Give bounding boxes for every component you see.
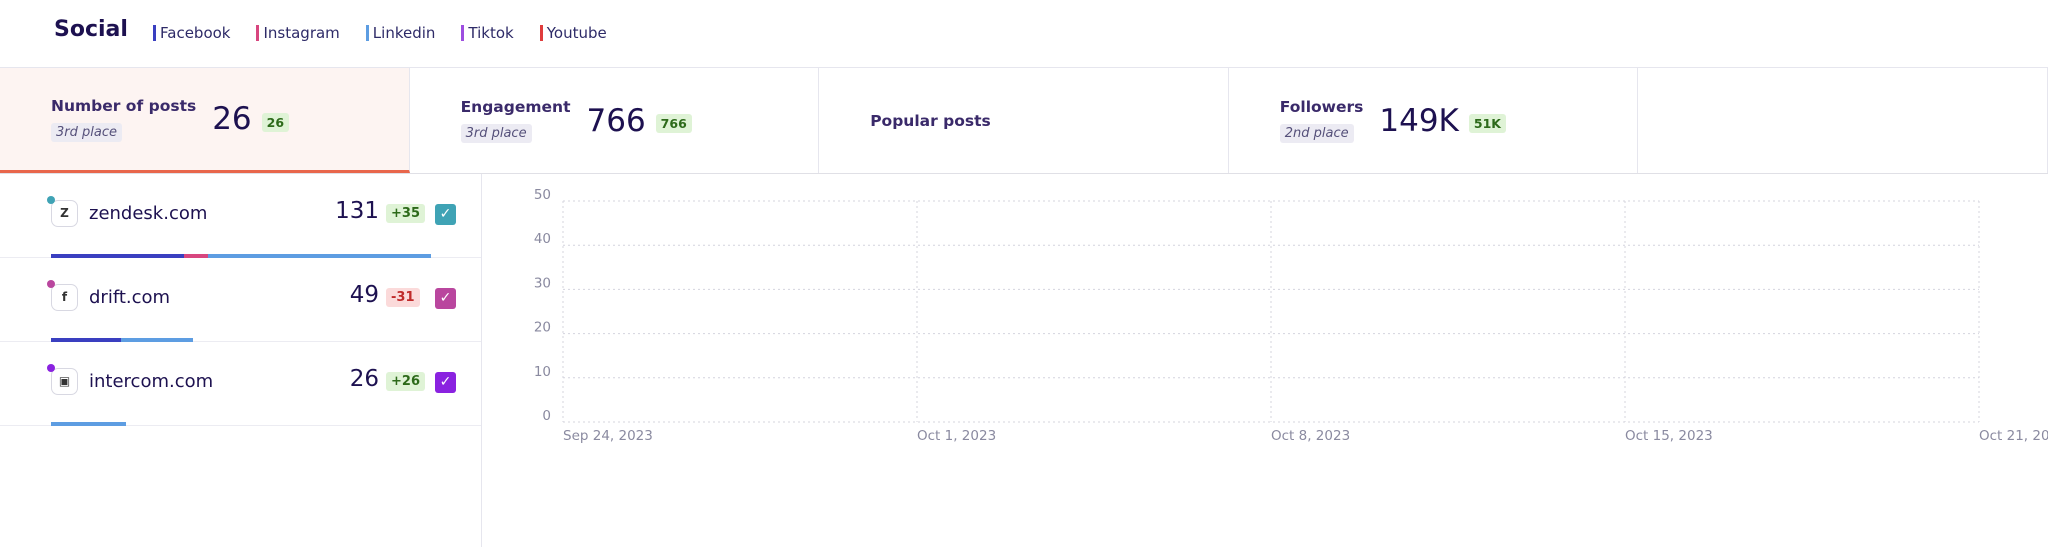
legend-swatch xyxy=(153,25,156,41)
site-icon: f xyxy=(51,284,78,311)
header: Social Facebook Instagram Linkedin Tiktok Yo… xyxy=(0,0,2048,68)
site-dot xyxy=(47,196,55,204)
metric-rank: 2nd place xyxy=(1279,124,1354,143)
metric-rank: 3rd place xyxy=(51,122,122,142)
site-change: +35 xyxy=(386,204,425,223)
y-tick-label: 30 xyxy=(534,275,551,291)
x-tick-label: Oct 8, 2023 xyxy=(1271,428,1350,444)
y-tick-label: 50 xyxy=(534,187,551,203)
breakdown-bar xyxy=(120,338,194,342)
metric-badge: 766 xyxy=(655,114,692,133)
breakdown-bar xyxy=(51,338,121,342)
metric-label-block: Followers 2nd place xyxy=(1279,98,1364,143)
metric-label: Engagement xyxy=(460,98,571,116)
site-name: intercom.com xyxy=(89,371,214,392)
legend-label: Linkedin xyxy=(372,24,436,42)
x-tick-label: Sep 24, 2023 xyxy=(563,428,653,444)
site-total: 131 xyxy=(335,198,379,224)
site-name: drift.com xyxy=(89,287,171,308)
y-tick-label: 10 xyxy=(534,364,551,380)
metric-tab[interactable] xyxy=(1638,68,2048,173)
site-checkbox[interactable]: ✓ xyxy=(435,204,456,225)
site-total: 26 xyxy=(349,366,379,392)
site-icon: Z xyxy=(51,200,78,227)
site-change: +26 xyxy=(386,372,425,391)
title: Social xyxy=(54,17,128,42)
legend-item[interactable]: Linkedin xyxy=(365,24,436,42)
site-dot xyxy=(47,364,55,372)
legend-item[interactable]: Tiktok xyxy=(461,24,514,42)
metric-value: 149K xyxy=(1379,102,1459,139)
metric-rank: 3rd place xyxy=(460,124,532,143)
site-total: 49 xyxy=(349,282,379,308)
legend-item[interactable]: Youtube xyxy=(539,24,607,42)
site-icon: ▣ xyxy=(51,368,78,395)
metric-label: Number of posts xyxy=(51,96,197,115)
site-change: -31 xyxy=(386,288,420,307)
y-tick-label: 20 xyxy=(534,320,551,336)
legend-item[interactable]: Instagram xyxy=(256,24,340,42)
metric-label-block: Number of posts 3rd place xyxy=(51,97,196,142)
legend-item[interactable]: Facebook xyxy=(153,24,230,42)
metric-badge: 51K xyxy=(1468,114,1506,133)
legend: Facebook Instagram Linkedin Tiktok Youtube xyxy=(153,24,607,42)
site-name: zendesk.com xyxy=(89,203,208,224)
metric-label-block: Popular posts xyxy=(870,112,991,130)
chart: 0 10 20 30 40 50 Sep 24, 2023 Oct 1, 2023 Oct 8,… xyxy=(534,187,2048,444)
metric-value: 26 xyxy=(212,101,252,137)
metric-value: 766 xyxy=(586,102,646,139)
legend-swatch xyxy=(365,25,369,41)
legend-swatch xyxy=(539,25,543,41)
breakdown-bar xyxy=(51,422,127,426)
legend-label: Facebook xyxy=(160,24,231,42)
metric-label: Followers xyxy=(1279,98,1364,116)
breakdown-bar xyxy=(51,254,185,258)
site-row: ▣ intercom.com 26 +26 ✓ xyxy=(0,342,481,426)
site-checkbox[interactable]: ✓ xyxy=(435,372,456,393)
x-tick-label: Oct 1, 2023 xyxy=(917,428,996,444)
legend-label: Instagram xyxy=(263,24,340,42)
site-checkbox[interactable]: ✓ xyxy=(435,288,456,309)
site-dot xyxy=(47,280,55,288)
metric-label-block: Engagement 3rd place xyxy=(460,98,571,143)
breakdown-bar xyxy=(207,254,431,258)
legend-swatch xyxy=(461,25,465,41)
legend-label: Tiktok xyxy=(468,24,514,42)
legend-label: Youtube xyxy=(546,24,607,42)
metric-label: Popular posts xyxy=(870,111,991,130)
site-row: f drift.com 49 -31 ✓ xyxy=(0,258,481,342)
metric-tabs: Number of posts 3rd place 26 26 Engagement 3r… xyxy=(0,68,2048,174)
metric-tab[interactable]: Popular posts xyxy=(819,68,1229,173)
y-tick-label: 0 xyxy=(542,408,551,424)
breakdown-bar xyxy=(184,254,208,258)
y-tick-label: 40 xyxy=(534,231,551,247)
x-tick-label: Oct 15, 2023 xyxy=(1625,428,1713,444)
legend-swatch xyxy=(256,25,260,41)
metric-badge: 26 xyxy=(261,112,290,132)
x-tick-label: Oct 21, 2023 xyxy=(1979,428,2048,444)
metric-tab[interactable]: Followers 2nd place 149K 51K xyxy=(1229,68,1639,173)
metric-tab[interactable]: Number of posts 3rd place 26 26 xyxy=(0,68,410,173)
metric-tab[interactable]: Engagement 3rd place 766 766 xyxy=(410,68,820,173)
